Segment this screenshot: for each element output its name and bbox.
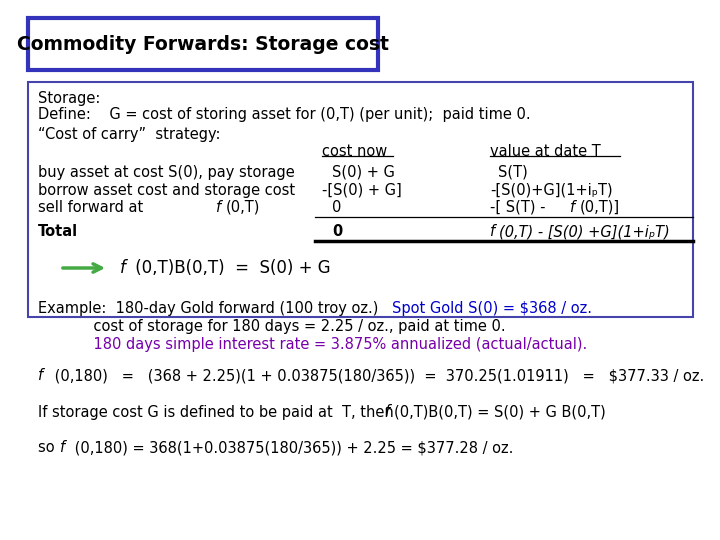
Text: f: f	[120, 259, 126, 277]
Text: S(0) + G: S(0) + G	[332, 165, 395, 179]
Text: Example:  180-day Gold forward (100 troy oz.): Example: 180-day Gold forward (100 troy …	[38, 300, 392, 315]
Text: Spot Gold S(0) = $368 / oz.: Spot Gold S(0) = $368 / oz.	[392, 300, 592, 315]
Text: Define:    G = cost of storing asset for (0,T) (per unit);  paid time 0.: Define: G = cost of storing asset for (0…	[38, 106, 531, 122]
Text: f: f	[490, 225, 495, 240]
Text: (0,T)]: (0,T)]	[580, 199, 620, 214]
Text: -[ S(T) -: -[ S(T) -	[490, 199, 546, 214]
Text: (0,T): (0,T)	[226, 199, 261, 214]
Bar	[28, 82, 693, 317]
Text: -[S(0)+G](1+iₚT): -[S(0)+G](1+iₚT)	[490, 183, 613, 198]
Text: (0,180)   =   (368 + 2.25)(1 + 0.03875(180/365))  =  370.25(1.01911)   =   $377.: (0,180) = (368 + 2.25)(1 + 0.03875(180/3…	[50, 368, 704, 383]
Text: f: f	[570, 199, 575, 214]
Text: If storage cost G is defined to be paid at  T, then: If storage cost G is defined to be paid …	[38, 404, 403, 420]
Text: (0,T)B(0,T)  =  S(0) + G: (0,T)B(0,T) = S(0) + G	[130, 259, 330, 277]
Text: Total: Total	[38, 225, 78, 240]
Text: value at date T: value at date T	[490, 145, 600, 159]
Text: borrow asset cost and storage cost: borrow asset cost and storage cost	[38, 183, 295, 198]
Text: (0,180) = 368(1+0.03875(180/365)) + 2.25 = $377.28 / oz.: (0,180) = 368(1+0.03875(180/365)) + 2.25…	[70, 441, 513, 456]
Text: (0,T) - [S(0) +G](1+iₚT): (0,T) - [S(0) +G](1+iₚT)	[499, 225, 670, 240]
Text: f: f	[216, 199, 221, 214]
Text: 180 days simple interest rate = 3.875% annualized (actual/actual).: 180 days simple interest rate = 3.875% a…	[38, 336, 588, 352]
Text: f: f	[60, 441, 65, 456]
Text: “Cost of carry”  strategy:: “Cost of carry” strategy:	[38, 127, 220, 143]
Text: so: so	[38, 441, 59, 456]
Text: sell forward at: sell forward at	[38, 199, 148, 214]
Text: cost of storage for 180 days = 2.25 / oz., paid at time 0.: cost of storage for 180 days = 2.25 / oz…	[38, 319, 505, 334]
Text: -[S(0) + G]: -[S(0) + G]	[322, 183, 402, 198]
Text: cost now: cost now	[322, 145, 387, 159]
Bar	[28, 18, 378, 70]
Text: 0: 0	[332, 199, 341, 214]
Text: f: f	[385, 404, 390, 420]
Text: Commodity Forwards: Storage cost: Commodity Forwards: Storage cost	[17, 35, 389, 53]
Text: (0,T)B(0,T) = S(0) + G B(0,T): (0,T)B(0,T) = S(0) + G B(0,T)	[394, 404, 606, 420]
Text: buy asset at cost S(0), pay storage: buy asset at cost S(0), pay storage	[38, 165, 294, 179]
Text: 0: 0	[332, 225, 342, 240]
Text: Storage:: Storage:	[38, 91, 100, 105]
Text: f: f	[38, 368, 43, 383]
Text: S(T): S(T)	[498, 165, 528, 179]
